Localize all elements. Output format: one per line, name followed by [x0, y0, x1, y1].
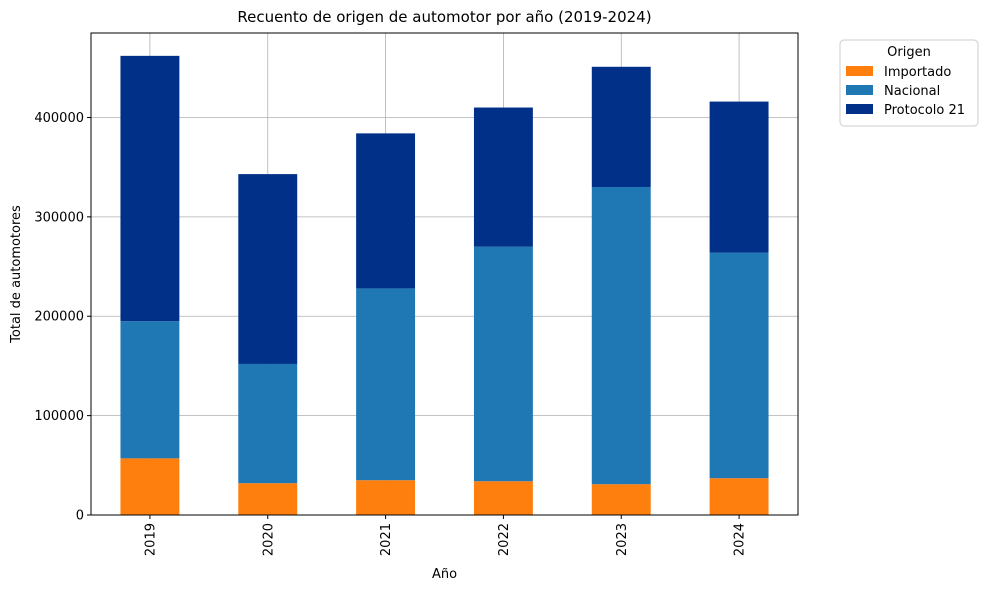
bar-importado-2021: [356, 480, 416, 515]
bar-protocolo-21-2024: [709, 101, 769, 253]
legend: Origen Importado Nacional Protocolo 21: [839, 39, 979, 127]
legend-label: Protocolo 21: [884, 103, 965, 118]
bar-protocolo-21-2022: [473, 107, 533, 247]
bar-nacional-2021: [356, 288, 416, 481]
bar-importado-2019: [120, 458, 180, 515]
bar-importado-2020: [238, 483, 298, 515]
y-tick-label: 300000: [34, 210, 84, 225]
x-tick-label: 2024: [733, 523, 748, 556]
y-tick-label: 0: [76, 509, 84, 524]
x-tick-label: 2022: [497, 523, 512, 556]
y-axis-label: Total de automotores: [9, 205, 24, 344]
axis-ticks: 0 100000 200000 300000 400000 2019 2020 2021 202…: [34, 111, 747, 556]
bar-protocolo-21-2020: [238, 174, 298, 364]
bar-protocolo-21-2019: [120, 55, 180, 322]
x-tick-label: 2020: [261, 523, 276, 556]
legend-swatch: [846, 66, 873, 76]
legend-swatch: [846, 104, 873, 114]
legend-label: Nacional: [884, 84, 940, 99]
bar-importado-2023: [591, 484, 651, 515]
x-axis-label: Año: [432, 567, 457, 582]
x-tick-label: 2023: [615, 523, 630, 556]
bar-importado-2024: [709, 478, 769, 515]
legend-swatch: [846, 85, 873, 95]
x-tick-label: 2019: [143, 523, 158, 556]
bar-importado-2022: [473, 481, 533, 515]
y-tick-label: 200000: [34, 310, 84, 325]
bar-nacional-2020: [238, 363, 298, 484]
legend-label: Importado: [884, 65, 951, 80]
bar-protocolo-21-2023: [591, 66, 651, 188]
bar-protocolo-21-2021: [356, 133, 416, 289]
y-tick-label: 400000: [34, 111, 84, 126]
plot-frame: [90, 32, 799, 516]
bar-nacional-2023: [591, 187, 651, 485]
bar-nacional-2022: [473, 246, 533, 482]
bars: [120, 55, 769, 515]
bar-nacional-2019: [120, 321, 180, 459]
legend-title: Origen: [887, 45, 931, 60]
x-tick-label: 2021: [379, 523, 394, 556]
chart-title: Recuento de origen de automotor por año …: [237, 8, 651, 26]
grid: [91, 33, 798, 516]
legend-box: [839, 39, 979, 127]
y-tick-label: 100000: [34, 409, 84, 424]
bar-nacional-2024: [709, 252, 769, 479]
